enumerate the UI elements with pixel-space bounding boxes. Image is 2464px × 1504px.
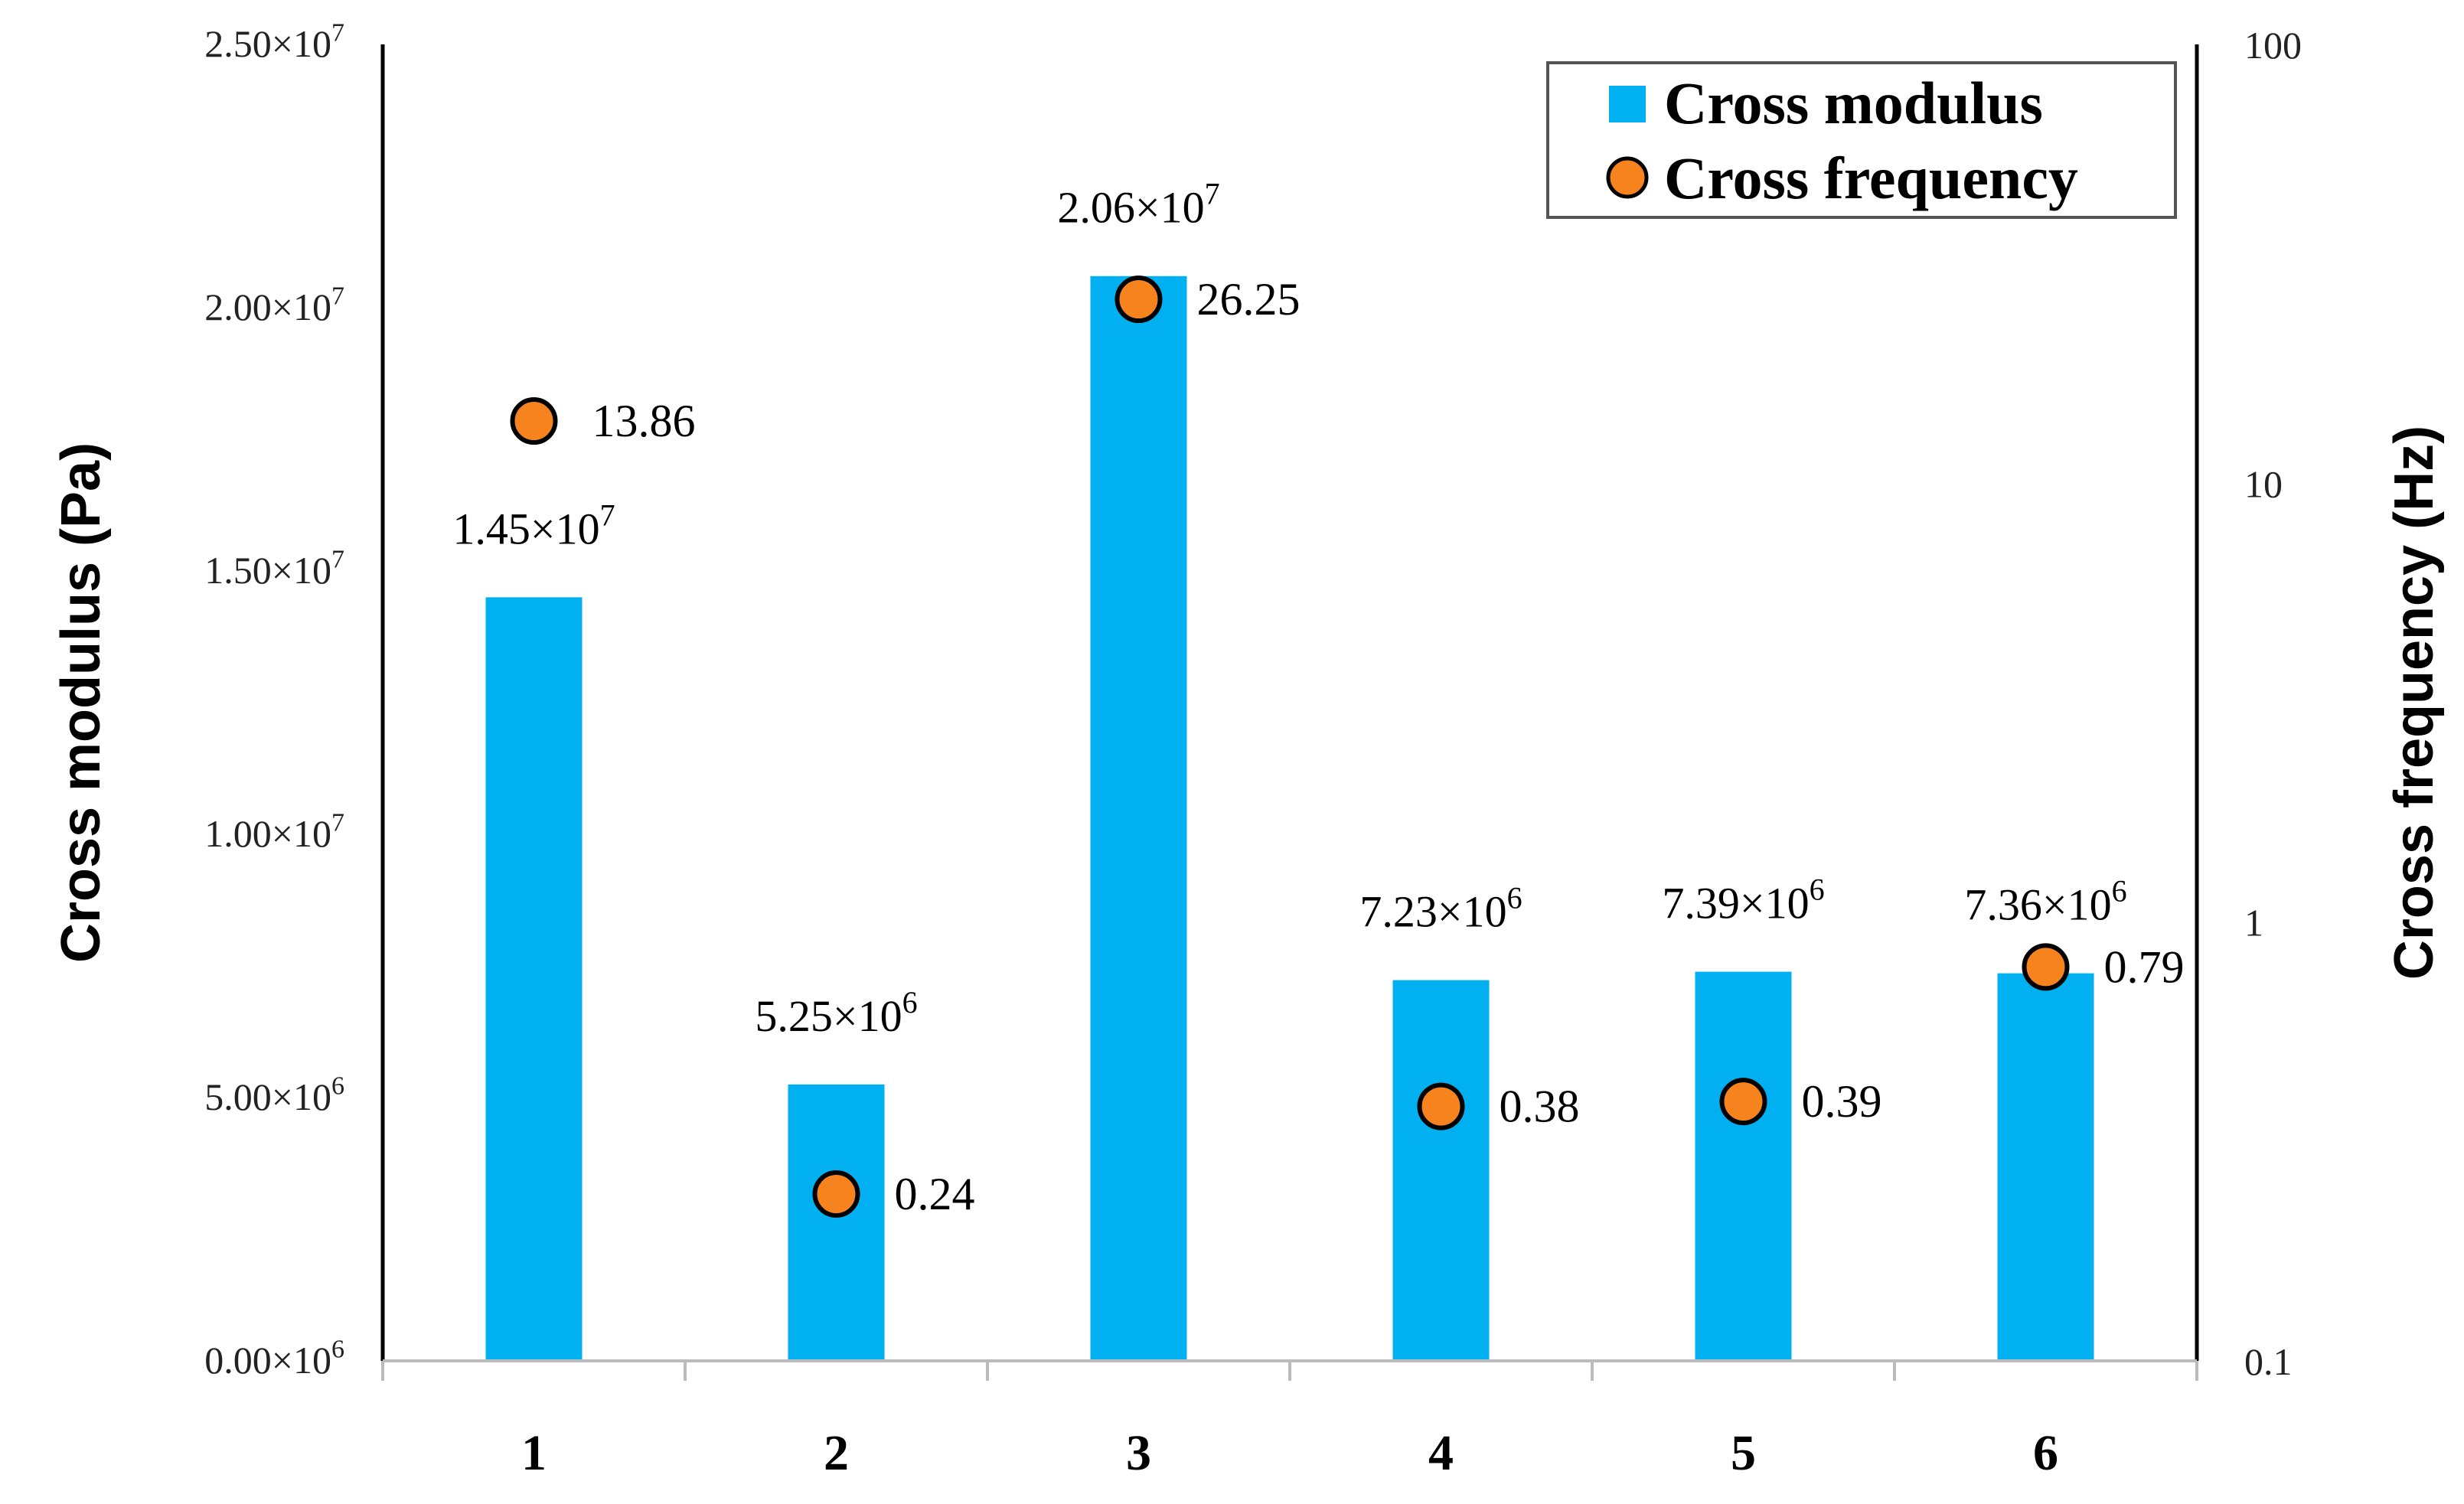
- y-left-tick-label: 1.00×107: [204, 809, 344, 855]
- point-value-label: 0.79: [2104, 941, 2185, 992]
- x-tick-label: 5: [1731, 1425, 1756, 1481]
- legend-label-cross-frequency: Cross frequency: [1664, 145, 2078, 211]
- point-cross-frequency-3: [1115, 276, 1163, 324]
- x-tick-label: 4: [1428, 1425, 1454, 1481]
- y-left-tick-label: 2.50×107: [204, 19, 344, 65]
- y-right-tick-label: 100: [2244, 24, 2302, 67]
- point-value-label: 13.86: [592, 396, 696, 446]
- bar-value-label: 7.39×106: [1662, 873, 1824, 928]
- x-tick-label: 2: [824, 1425, 849, 1481]
- point-cross-frequency-4: [1417, 1082, 1465, 1130]
- bar-cross-modulus-1: [485, 597, 583, 1361]
- x-tick-label: 6: [2033, 1425, 2058, 1481]
- bar-cross-modulus-5: [1695, 971, 1792, 1361]
- bar-cross-modulus-2: [788, 1084, 885, 1361]
- legend-label-cross-modulus: Cross modulus: [1664, 70, 2043, 136]
- x-tick-label: 3: [1126, 1425, 1151, 1481]
- bar-cross-modulus-4: [1392, 980, 1490, 1361]
- y-left-axis-title: Cross modulus (Pa): [51, 442, 112, 963]
- y-right-tick-label: 10: [2244, 462, 2283, 505]
- y-right-tick-label: 1: [2244, 902, 2263, 944]
- point-value-label: 0.39: [1802, 1076, 1882, 1127]
- point-value-label: 0.24: [895, 1169, 975, 1219]
- y-right-tick-label: 0.1: [2244, 1340, 2293, 1383]
- bar-value-label: 5.25×106: [755, 985, 917, 1041]
- bar-value-label: 2.06×107: [1057, 177, 1219, 233]
- x-tick-label: 1: [521, 1425, 547, 1481]
- bar-value-label: 7.36×106: [1964, 874, 2126, 930]
- point-cross-frequency-1: [510, 397, 558, 445]
- point-cross-frequency-2: [812, 1170, 860, 1219]
- bar-cross-modulus-6: [1997, 973, 2094, 1361]
- y-right-axis-title: Cross frequency (Hz): [2384, 426, 2445, 980]
- y-left-tick-label: 1.50×107: [204, 546, 344, 592]
- point-cross-frequency-5: [1719, 1078, 1767, 1126]
- bar-value-label: 7.23×106: [1359, 881, 1522, 937]
- point-value-label: 0.38: [1500, 1082, 1580, 1132]
- y-left-tick-label: 5.00×106: [204, 1072, 344, 1118]
- point-cross-frequency-6: [2022, 943, 2070, 991]
- y-left-tick-label: 2.00×107: [204, 282, 344, 328]
- y-left-tick-label: 0.00×106: [204, 1336, 344, 1382]
- point-value-label: 26.25: [1197, 274, 1301, 325]
- bar-value-label: 1.45×107: [452, 498, 615, 553]
- legend-marker-cross-frequency: [1606, 156, 1649, 199]
- legend-swatch-cross-modulus: [1609, 86, 1646, 122]
- legend-box: [1546, 61, 2177, 219]
- bar-cross-modulus-3: [1090, 276, 1187, 1362]
